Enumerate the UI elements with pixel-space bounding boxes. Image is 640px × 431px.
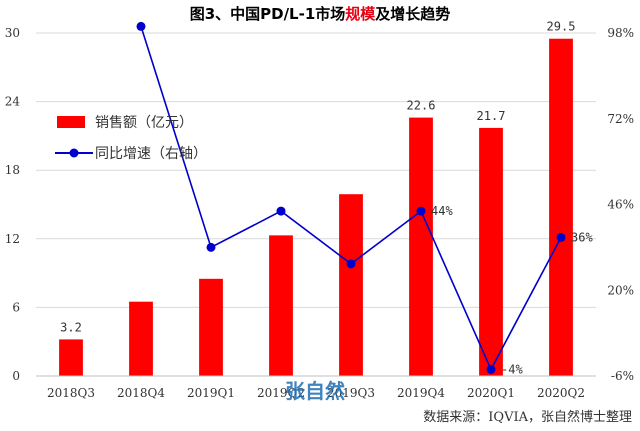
y-left-tick-label: 30 xyxy=(5,26,20,40)
x-tick-label: 2018Q3 xyxy=(47,386,95,400)
y-left-tick-label: 0 xyxy=(12,369,20,383)
y-left-tick-label: 24 xyxy=(5,95,21,109)
line-point xyxy=(556,232,566,242)
line-point xyxy=(136,21,146,31)
x-tick-label: 2018Q4 xyxy=(117,386,165,400)
legend-label-line: 同比增速（右轴） xyxy=(95,146,207,162)
gridlines xyxy=(36,32,596,377)
y-right-tick-label: 98% xyxy=(607,26,634,40)
bar xyxy=(199,278,223,376)
x-tick-label: 2019Q2 xyxy=(257,386,305,400)
chart-title-highlight: 规模 xyxy=(345,5,376,23)
bar xyxy=(59,339,83,376)
x-tick-label: 2019Q1 xyxy=(187,386,235,400)
chart-title-prefix: 图3、中国PD/L-1市场 xyxy=(190,5,346,23)
x-tick-label: 2019Q3 xyxy=(327,386,375,400)
bar xyxy=(129,301,153,376)
bar-data-label: 3.2 xyxy=(60,320,82,334)
bar xyxy=(409,117,433,377)
bar-data-label: 29.5 xyxy=(547,20,576,34)
y-right-tick-label: 46% xyxy=(607,198,634,212)
y-left-tick-label: 18 xyxy=(5,163,20,177)
bar xyxy=(339,194,363,376)
line-data-label: 44% xyxy=(431,204,453,218)
bar xyxy=(269,235,293,376)
data-labels: 3.2 22.6 21.7 29.5 44% -4% 36% xyxy=(60,20,593,377)
legend-label-bar: 销售额（亿元） xyxy=(95,115,193,131)
y-right-tick-label: 72% xyxy=(607,112,634,126)
line-point xyxy=(346,259,356,269)
bar-data-label: 21.7 xyxy=(477,109,506,123)
source-note: 数据来源：IQVIA，张自然博士整理 xyxy=(423,409,632,425)
line-point xyxy=(416,206,426,216)
bar xyxy=(549,38,573,376)
x-tick-label: 2020Q1 xyxy=(467,386,515,400)
line-point xyxy=(276,206,286,216)
bar xyxy=(479,127,503,376)
y-right-tick-label: -6% xyxy=(611,369,634,383)
legend-marker-line xyxy=(69,148,79,158)
bar-series xyxy=(59,38,573,377)
legend-swatch-bar xyxy=(57,116,85,128)
y-left-tick-label: 6 xyxy=(12,300,20,314)
watermark: 张自然 xyxy=(285,379,345,403)
bar-data-label: 22.6 xyxy=(407,99,436,113)
x-tick-label: 2020Q2 xyxy=(537,386,585,400)
line-data-label: -4% xyxy=(501,362,523,376)
y-right-tick-label: 20% xyxy=(607,283,634,297)
line-data-label: 36% xyxy=(571,230,593,244)
x-tick-label: 2019Q4 xyxy=(397,386,445,400)
line-point xyxy=(486,364,496,374)
axes: 0 6 12 18 24 30 -6% 20% 46% 72% 98% 2018Q3 2018Q4 201… xyxy=(5,26,634,400)
y-left-tick-label: 12 xyxy=(5,232,20,246)
line-series xyxy=(136,21,566,374)
chart-title-suffix: 及增长趋势 xyxy=(375,5,450,23)
chart-title: 图3、中国PD/L-1市场规模及增长趋势 xyxy=(190,5,451,23)
legend: 销售额（亿元） 同比增速（右轴） xyxy=(55,115,207,162)
line-point xyxy=(206,242,216,252)
